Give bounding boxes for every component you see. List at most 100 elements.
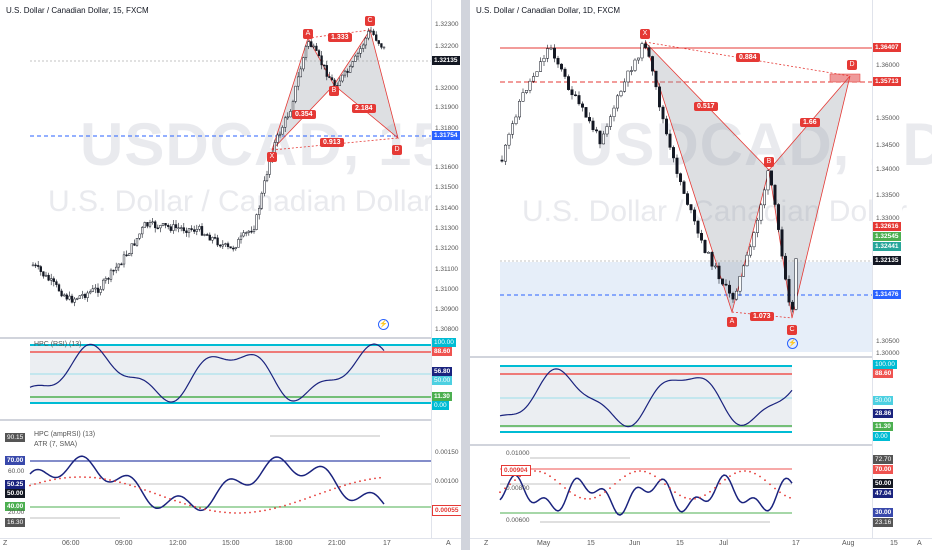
atr-indicator-label[interactable]: ATR (7, SMA)	[34, 441, 78, 448]
ratio-bd: 2.184	[352, 104, 376, 113]
candle-body	[349, 66, 352, 73]
candle-body	[528, 80, 532, 91]
pattern-point-c: C	[787, 325, 797, 335]
candle-body	[216, 237, 219, 246]
left-time-axis[interactable]: Z 06:00 09:00 12:00 15:00 18:00 21:00 17…	[0, 538, 461, 550]
atr-dot	[259, 510, 261, 513]
atr-dot	[789, 496, 791, 499]
right-chart-pane[interactable]: USDCAD, 1D U.S. Dollar / Canadian Dollar…	[470, 0, 932, 550]
scale-mode-z[interactable]: Z	[3, 540, 8, 547]
amp-tick: 30.00	[873, 508, 894, 517]
candle-body	[96, 287, 100, 293]
candle-body	[234, 247, 237, 249]
price-tick: 1.36000	[876, 62, 900, 69]
auto-scale-a[interactable]: A	[917, 540, 922, 547]
atr-dot	[784, 494, 786, 497]
candle-body	[556, 57, 560, 65]
atr-dot	[264, 509, 266, 512]
candle-body	[346, 70, 349, 73]
atr-dot	[734, 472, 736, 475]
rsi-tick: 88.60	[873, 369, 894, 378]
level-top-tag: 1.36407	[873, 43, 901, 52]
candle-body	[382, 46, 386, 49]
right-time-axis[interactable]: Z May 15 Jun 15 Jul 17 Aug 15 A	[470, 538, 932, 550]
atr-dot	[569, 491, 571, 493]
candle-body	[343, 70, 347, 76]
candle-body	[521, 92, 525, 102]
candle-body	[581, 103, 584, 108]
candle-body	[247, 230, 250, 233]
price-tick: 1.31000	[435, 286, 459, 293]
atr-dot	[59, 477, 61, 480]
candle-body	[612, 107, 616, 117]
atr-dot	[349, 482, 351, 485]
candle-body	[63, 294, 66, 297]
amprsi-indicator-label[interactable]: HPC (ampRSI) (13)	[34, 431, 96, 438]
candle-body	[193, 229, 196, 232]
atr-dot	[704, 494, 706, 496]
candle-body	[31, 264, 35, 267]
atr-dot	[149, 490, 151, 493]
atr-dot	[584, 497, 586, 500]
amp-tick: 20.00	[8, 509, 25, 516]
scale-mode-z[interactable]: Z	[484, 540, 489, 547]
chart-title: U.S. Dollar / Canadian Dollar, 1D, FXCM	[476, 6, 621, 15]
atr-dot	[284, 504, 286, 507]
candle-body	[239, 235, 243, 240]
candle-body	[195, 229, 198, 232]
candle-body	[174, 224, 178, 229]
candle-body	[60, 290, 63, 297]
right-price-chart[interactable]	[470, 0, 902, 550]
left-chart-pane[interactable]: USDCAD, 15 U.S. Dollar / Canadian Dollar…	[0, 0, 461, 550]
candle-body	[70, 295, 74, 303]
candle-body	[122, 254, 126, 265]
pattern-point-c: C	[365, 16, 375, 26]
candle-body	[200, 226, 204, 236]
candle-body	[372, 30, 375, 36]
atr-dot	[324, 491, 326, 493]
atr-dot	[44, 480, 46, 483]
auto-scale-a[interactable]: A	[446, 540, 451, 547]
candle-body	[203, 234, 206, 236]
left-price-axis[interactable]: 1.32300 1.32200 1.32000 1.31900 1.31800 …	[431, 0, 461, 550]
candle-body	[356, 53, 360, 57]
candle-body	[637, 57, 640, 61]
amp-tick: 90.15	[5, 433, 26, 442]
atr-dot	[619, 479, 621, 481]
alert-icon[interactable]: ⚡	[787, 338, 798, 349]
candle-body	[198, 226, 201, 230]
candle-body	[68, 295, 71, 300]
candle-body	[219, 244, 222, 247]
candle-body	[221, 244, 224, 247]
time-label: 15	[587, 540, 595, 547]
amp-tick: 23.16	[873, 518, 894, 527]
rsi-indicator-label[interactable]: HPC (RSI) (13)	[34, 341, 82, 348]
alert-icon[interactable]: ⚡	[378, 319, 389, 330]
time-label: 17	[383, 540, 391, 547]
candle-body	[44, 274, 48, 277]
candle-body	[354, 55, 357, 62]
rsi-tick: 11.30	[432, 392, 452, 401]
candle-body	[109, 269, 113, 280]
rsi-tick: 56.80	[432, 367, 453, 376]
atr-tick: 0.01000	[506, 450, 530, 457]
candle-body	[546, 48, 549, 59]
atr-dot	[69, 476, 71, 479]
candle-body	[148, 222, 152, 227]
candle-body	[185, 230, 188, 233]
price-tick: 1.34500	[876, 142, 900, 149]
atr-dot	[779, 491, 781, 494]
candle-body	[658, 86, 661, 108]
atr-dot	[49, 479, 51, 482]
atr-dot	[34, 483, 36, 485]
candle-body	[577, 95, 581, 105]
atr-dot	[364, 479, 366, 481]
atr-dot	[129, 484, 131, 486]
candle-body	[333, 79, 336, 86]
candle-body	[91, 288, 94, 292]
right-price-axis[interactable]: 1.36000 1.35000 1.34500 1.34000 1.33500 …	[872, 0, 902, 550]
pane-divider[interactable]	[461, 0, 470, 550]
atr-dot	[249, 511, 251, 514]
candle-body	[630, 70, 633, 72]
left-price-chart[interactable]	[0, 0, 431, 550]
